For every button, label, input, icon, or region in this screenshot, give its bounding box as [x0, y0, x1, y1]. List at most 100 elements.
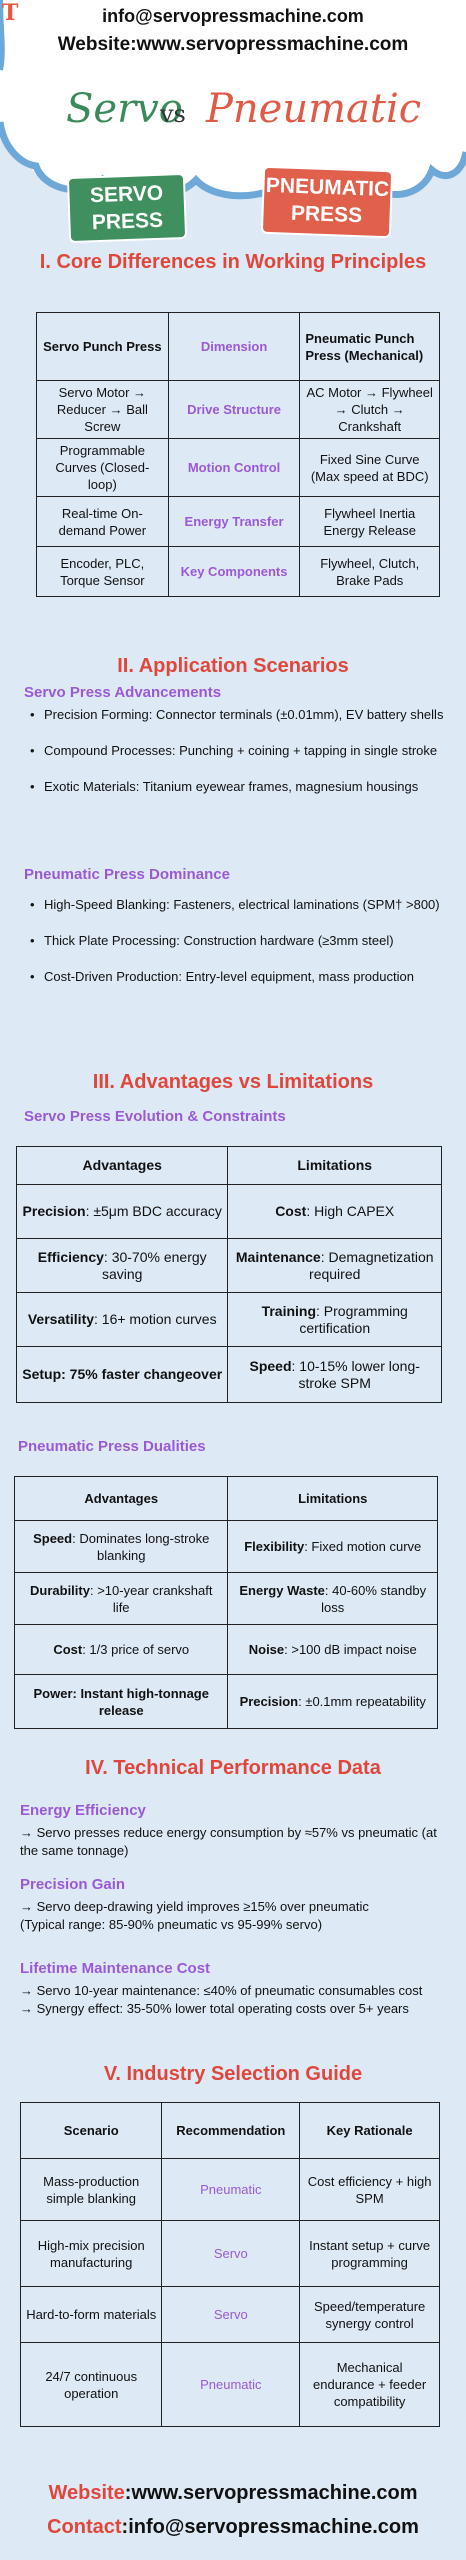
servo-evolution-heading: Servo Press Evolution & Constraints [24, 1108, 286, 1125]
section-4-title: IV. Technical Performance Data [85, 1757, 381, 1779]
table-row: Programmable Curves (Closed-loop) Motion… [36, 438, 440, 497]
list-item: Exotic Materials: Titanium eyewear frame… [30, 778, 450, 796]
table-row: Setup: 75% faster changeover Speed: 10-1… [15, 1346, 442, 1403]
section-5-title: V. Industry Selection Guide [103, 2063, 363, 2085]
col-header-scenario: Scenario [19, 2102, 163, 2159]
table-row: Speed: Dominates long-stroke blanking Fl… [13, 1520, 438, 1573]
precision-gain-block: Precision Gain → Servo deep-drawing yiel… [20, 1876, 450, 1934]
maintenance-synergy-text: → Synergy effect: 35-50% lower total ope… [20, 2001, 409, 2016]
table-cell: Servo [161, 2286, 301, 2343]
list-item: Thick Plate Processing: Construction har… [30, 932, 450, 950]
table-row: Real-time On-demand Power Energy Transfe… [36, 496, 440, 547]
servo-press-badge: SERVO PRESS [66, 172, 188, 244]
section-1-title: I. Core Differences in Working Principle… [39, 251, 427, 273]
core-differences-table: Servo Punch Press Dimension Pneumatic Pu… [36, 312, 440, 597]
list-item: Compound Processes: Punching + coining +… [30, 742, 450, 760]
table-cell: Versatility: 16+ motion curves [15, 1292, 229, 1347]
table-row: Hard-to-form materials Servo Speed/tempe… [19, 2286, 440, 2343]
col-header-pneumatic: Pneumatic Punch Press (Mechanical) [299, 312, 440, 381]
energy-efficiency-block: Energy Efficiency → Servo presses reduce… [20, 1802, 450, 1860]
header-email[interactable]: info@servopressmachine.com [102, 6, 364, 26]
col-header-dimension: Dimension [167, 312, 301, 381]
table-cell: Power: Instant high-tonnage release [13, 1674, 229, 1729]
table-cell: Drive Structure [167, 380, 301, 439]
pneumatic-dualities-heading: Pneumatic Press Dualities [18, 1438, 206, 1455]
table-cell: Servo Motor → Reducer → Ball Screw [36, 380, 169, 439]
table-cell: Real-time On-demand Power [36, 496, 169, 547]
table-row: Servo Motor → Reducer → Ball Screw Drive… [36, 380, 440, 439]
pneumatic-advantages-table: Advantages Limitations Speed: Dominates … [13, 1476, 438, 1729]
maintenance-cost-text: → Servo 10-year maintenance: ≤40% of pne… [20, 1983, 423, 1998]
table-cell: Key Components [167, 546, 301, 597]
table-cell: Efficiency: 30-70% energy saving [15, 1238, 229, 1293]
servo-advantages-table: Advantages Limitations Precision: ±5μm B… [15, 1146, 442, 1403]
table-row: Power: Instant high-tonnage release Prec… [13, 1674, 438, 1729]
col-header-advantages: Advantages [13, 1476, 229, 1521]
footer-website-value[interactable]: :www.servopressmachine.com [124, 2482, 418, 2504]
table-cell: Flexibility: Fixed motion curve [227, 1520, 438, 1573]
col-header-limitations: Limitations [227, 1476, 438, 1521]
servo-advancements-heading: Servo Press Advancements [24, 684, 222, 701]
table-cell: Speed: Dominates long-stroke blanking [13, 1520, 229, 1573]
header-website[interactable]: Website:www.servopressmachine.com [57, 34, 409, 55]
footer-contact-value[interactable]: :info@servopressmachine.com [121, 2516, 419, 2538]
maintenance-cost-heading: Lifetime Maintenance Cost [20, 1960, 211, 1977]
table-cell: Flywheel Inertia Energy Release [299, 496, 440, 547]
table-row: Versatility: 16+ motion curves Training:… [15, 1292, 442, 1347]
table-row: Mass-production simple blanking Pneumati… [19, 2158, 440, 2221]
table-cell: Durability: >10-year crankshaft life [13, 1572, 229, 1625]
col-header-recommendation: Recommendation [161, 2102, 301, 2159]
title-vs: vs [160, 100, 186, 128]
precision-gain-text: → Servo deep-drawing yield improves ≥15%… [20, 1899, 369, 1914]
pneumatic-dominance-list: High-Speed Blanking: Fasteners, electric… [30, 896, 450, 1004]
header-banner: T info@servopressmachine.com Website:www… [0, 0, 466, 265]
table-cell: Speed/temperature synergy control [299, 2286, 440, 2343]
list-item: Precision Forming: Connector terminals (… [30, 706, 450, 724]
table-row: Cost: 1/3 price of servo Noise: >100 dB … [13, 1624, 438, 1675]
energy-efficiency-text: → Servo presses reduce energy consumptio… [20, 1825, 437, 1858]
footer-contact[interactable]: Contact:info@servopressmachine.com [0, 2516, 466, 2539]
precision-gain-range: (Typical range: 85-90% pneumatic vs 95-9… [20, 1917, 323, 1932]
list-item: Cost-Driven Production: Entry-level equi… [30, 968, 450, 986]
title-servo: Servo [66, 86, 183, 132]
table-cell: Pneumatic [161, 2158, 301, 2221]
cloud-banner-graphic [0, 0, 466, 202]
table-cell: Speed: 10-15% lower long-stroke SPM [227, 1346, 442, 1403]
footer-website-label: Website [48, 2482, 125, 2504]
table-cell: Fixed Sine Curve (Max speed at BDC) [299, 438, 440, 497]
col-header-servo: Servo Punch Press [36, 312, 169, 381]
pneumatic-dominance-heading: Pneumatic Press Dominance [24, 866, 230, 883]
table-cell: Cost: High CAPEX [227, 1184, 442, 1239]
table-cell: Maintenance: Demagnetization required [227, 1238, 442, 1293]
col-header-advantages: Advantages [15, 1146, 229, 1185]
table-row: Encoder, PLC, Torque Sensor Key Componen… [36, 546, 440, 597]
industry-selection-table: Scenario Recommendation Key Rationale Ma… [19, 2102, 440, 2427]
table-header-row: Scenario Recommendation Key Rationale [19, 2102, 440, 2159]
table-cell: Energy Transfer [167, 496, 301, 547]
table-cell: High-mix precision manufacturing [19, 2220, 163, 2287]
table-row: High-mix precision manufacturing Servo I… [19, 2220, 440, 2287]
table-cell: AC Motor → Flywheel → Clutch → Crankshaf… [299, 380, 440, 439]
maintenance-cost-block: Lifetime Maintenance Cost → Servo 10-yea… [20, 1960, 450, 2018]
section-3-title: III. Advantages vs Limitations [92, 1071, 374, 1093]
table-cell: Servo [161, 2220, 301, 2287]
section-2-title: II. Application Scenarios [117, 655, 349, 677]
table-cell: Training: Programming certification [227, 1292, 442, 1347]
table-cell: Cost efficiency + high SPM [299, 2158, 440, 2221]
table-row: Durability: >10-year crankshaft life Ene… [13, 1572, 438, 1625]
table-header-row: Servo Punch Press Dimension Pneumatic Pu… [36, 312, 440, 381]
table-cell: Mechanical endurance + feeder compatibil… [299, 2342, 440, 2427]
energy-efficiency-heading: Energy Efficiency [20, 1802, 146, 1819]
footer-website[interactable]: Website:www.servopressmachine.com [0, 2482, 466, 2505]
table-row: 24/7 continuous operation Pneumatic Mech… [19, 2342, 440, 2427]
col-header-limitations: Limitations [227, 1146, 442, 1185]
table-cell: Flywheel, Clutch, Brake Pads [299, 546, 440, 597]
table-cell: Precision: ±0.1mm repeatability [227, 1674, 438, 1729]
table-cell: Noise: >100 dB impact noise [227, 1624, 438, 1675]
table-row: Efficiency: 30-70% energy saving Mainten… [15, 1238, 442, 1293]
table-cell: Setup: 75% faster changeover [15, 1346, 229, 1403]
servo-advancements-list: Precision Forming: Connector terminals (… [30, 706, 450, 814]
brand-logo: T [2, 0, 19, 26]
table-cell: Instant setup + curve programming [299, 2220, 440, 2287]
table-cell: Mass-production simple blanking [19, 2158, 163, 2221]
